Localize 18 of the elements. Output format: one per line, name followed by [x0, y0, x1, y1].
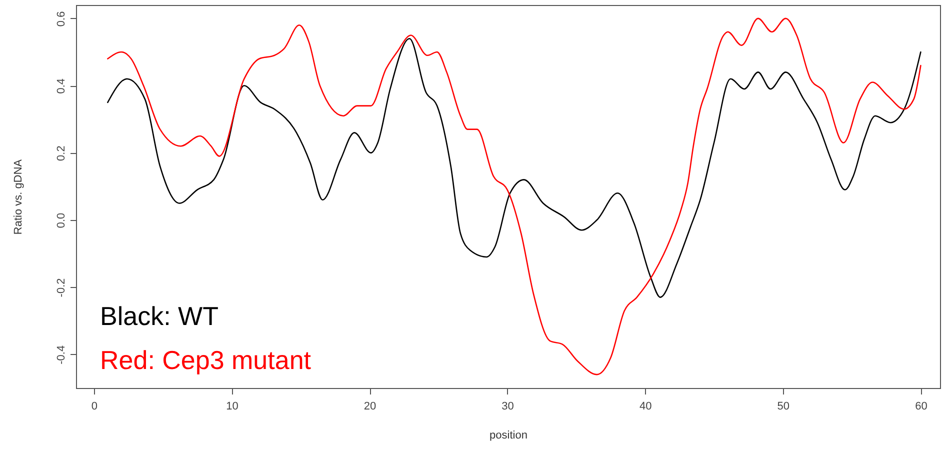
x-tick-label: 60 [915, 400, 928, 412]
text: Black: WT [100, 301, 219, 331]
y-axis-title: Ratio vs. gDNA [12, 158, 24, 235]
x-tick-label: 40 [639, 400, 652, 412]
x-tick-label: 10 [226, 400, 238, 412]
y-tick-label: -0.2 [56, 278, 68, 298]
y-tick-label: 0.6 [56, 11, 68, 27]
x-tick-label: 0 [91, 400, 98, 412]
y-tick-label: -0.4 [56, 345, 68, 364]
text: Red: Cep3 mutant [100, 345, 312, 375]
y-tick-label: 0.2 [56, 146, 68, 161]
y-tick-label: 0.4 [56, 78, 68, 94]
x-tick-label: 50 [777, 400, 790, 412]
x-tick-label: 20 [364, 400, 376, 412]
line-series [107, 38, 922, 298]
y-tick-label: 0.0 [56, 212, 68, 228]
x-axis-title: position [490, 430, 528, 442]
x-tick-label: 30 [502, 400, 514, 412]
